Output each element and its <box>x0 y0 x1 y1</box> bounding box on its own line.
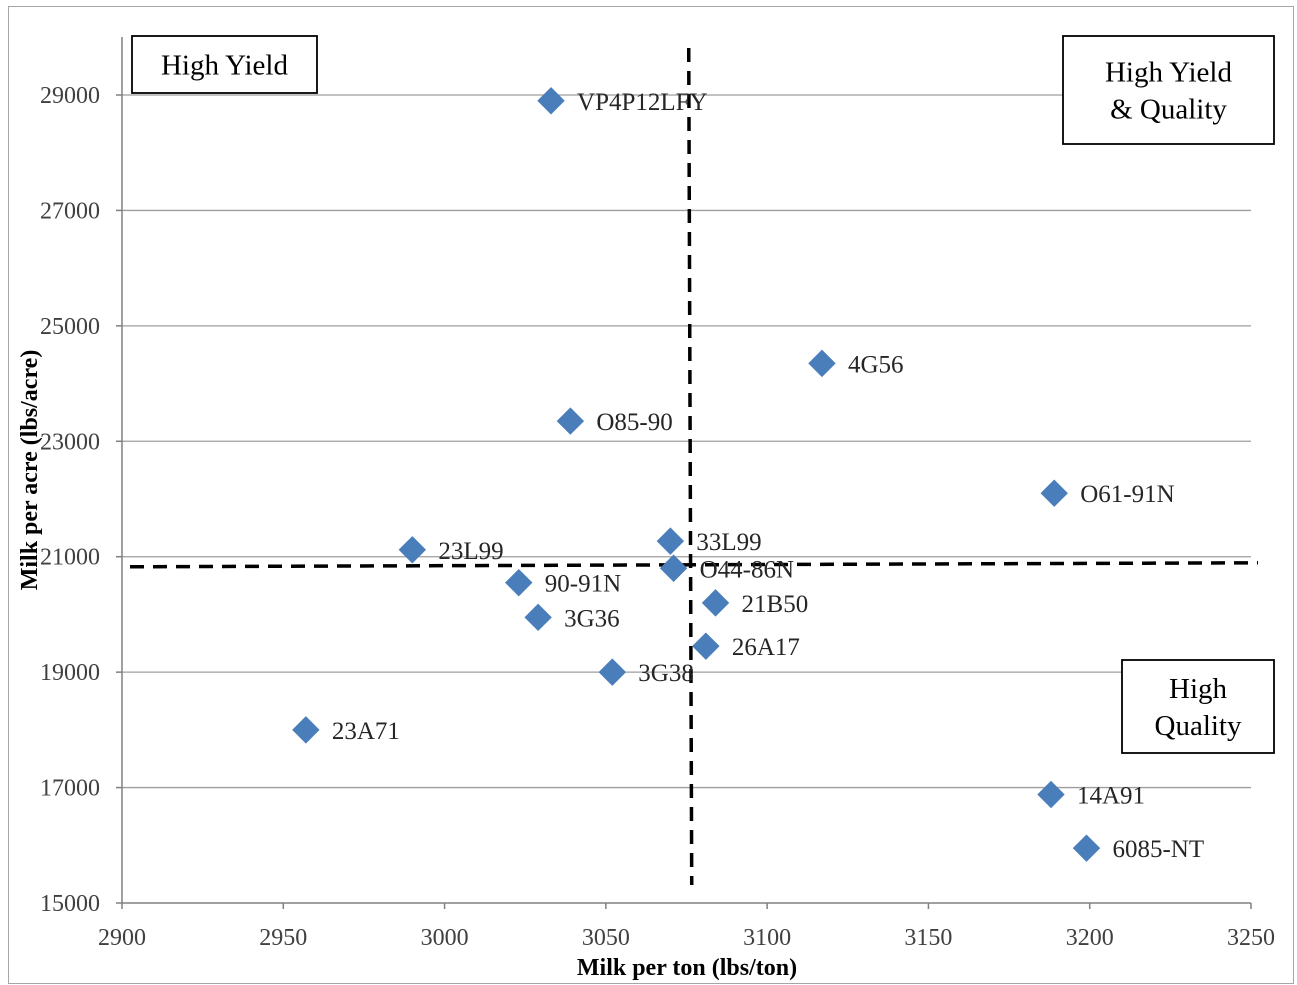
y-tick-label: 17000 <box>40 776 100 802</box>
vertical-divider-line <box>686 47 694 886</box>
data-point-label: O61-91N <box>1080 481 1174 508</box>
data-point-label: 23L99 <box>438 538 503 565</box>
y-tick-label: 21000 <box>40 545 100 571</box>
data-point-marker <box>659 554 688 582</box>
data-points: VP4P12LFY 4G56 O85-90 O61-91N 33L99 23L99 O44-… <box>292 87 1204 863</box>
tick-labels: 15000 17000 19000 21000 23000 25000 27000 29000… <box>40 83 1275 951</box>
data-point-marker <box>398 536 427 564</box>
data-point-label: O85-90 <box>596 409 672 436</box>
quadrant-label-text: Quality <box>1155 710 1242 742</box>
x-tick-label: 3150 <box>904 925 952 951</box>
y-tick-label: 23000 <box>40 429 100 455</box>
x-tick-label: 3250 <box>1227 925 1275 951</box>
quadrant-label-text: & Quality <box>1110 94 1227 126</box>
data-point-label: VP4P12LFY <box>577 89 708 116</box>
x-tick-label: 3200 <box>1066 925 1114 951</box>
data-point-marker <box>1072 834 1101 862</box>
data-point-label: 3G38 <box>638 660 694 687</box>
data-point-label: 90-91N <box>545 571 621 598</box>
x-tick-label: 3100 <box>743 925 791 951</box>
data-point-label: 33L99 <box>696 529 761 556</box>
y-axis-title: Milk per acre (lbs/acre) <box>17 350 43 591</box>
quadrant-labels: High Yield High Yield & Quality High Quality <box>131 35 1275 754</box>
data-point-marker <box>692 632 720 660</box>
data-point-marker <box>701 589 730 617</box>
data-point-label: 23A71 <box>332 718 400 745</box>
quadrant-label-text: High <box>1169 673 1228 705</box>
data-point-label: 26A17 <box>732 634 800 661</box>
data-point-label: 14A91 <box>1077 782 1145 809</box>
x-tick-label: 2950 <box>259 925 307 951</box>
x-tick-label: 3050 <box>582 925 630 951</box>
quadrant-label-box-top-right <box>1062 35 1275 145</box>
data-point-marker <box>656 527 685 555</box>
data-point-label: 3G36 <box>564 605 620 632</box>
data-point-marker <box>537 87 565 115</box>
data-point-label: 21B50 <box>742 591 809 618</box>
quadrant-label-text: High Yield <box>1105 57 1233 89</box>
x-tick-label: 2900 <box>98 925 146 951</box>
x-tick-label: 3000 <box>421 925 469 951</box>
quadrant-label-box-top-left <box>131 35 318 94</box>
data-point-marker <box>1040 479 1068 507</box>
data-point-marker <box>1037 780 1065 809</box>
data-point-label: 6085-NT <box>1112 836 1204 863</box>
data-point-marker <box>292 716 320 744</box>
quadrant-label-text: High Yield <box>161 50 289 82</box>
y-tick-label: 15000 <box>40 891 100 917</box>
quadrant-label-box-bottom-right <box>1121 659 1275 754</box>
horizontal-divider-line <box>129 561 1259 569</box>
data-point-marker <box>505 568 533 597</box>
y-tick-label: 27000 <box>40 198 100 224</box>
data-point-label: O44-86N <box>700 556 794 583</box>
data-point-marker <box>598 658 627 686</box>
y-tick-label: 25000 <box>40 314 100 340</box>
reference-lines <box>129 47 1259 886</box>
y-tick-label: 29000 <box>40 83 100 109</box>
x-axis-title: Milk per ton (lbs/ton) <box>577 955 797 981</box>
data-point-label: 4G56 <box>848 351 904 378</box>
data-point-marker <box>556 407 585 435</box>
data-point-marker <box>524 603 552 632</box>
data-point-marker <box>808 349 836 378</box>
y-tick-label: 19000 <box>40 660 100 686</box>
chart-frame <box>8 6 1294 984</box>
